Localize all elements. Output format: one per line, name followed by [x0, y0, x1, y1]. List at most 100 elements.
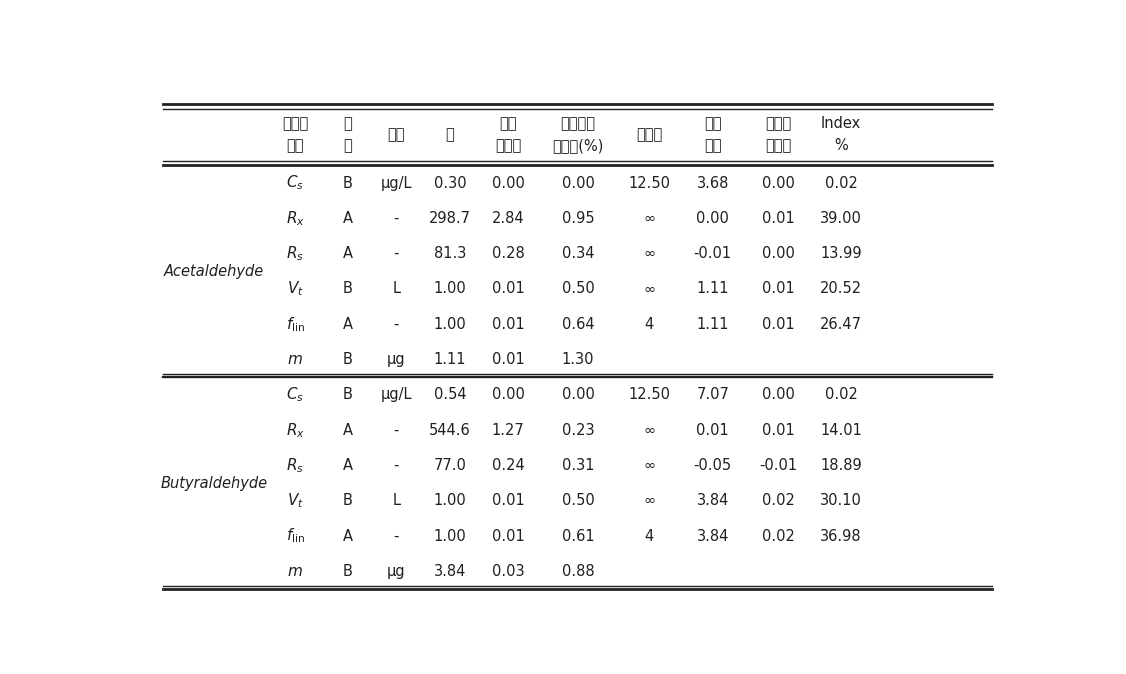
Text: 0.01: 0.01 [762, 317, 795, 332]
Text: 0.88: 0.88 [562, 564, 595, 579]
Text: A: A [342, 246, 352, 262]
Text: 4: 4 [644, 528, 654, 543]
Text: L: L [393, 282, 401, 297]
Text: 0.00: 0.00 [762, 176, 795, 191]
Text: 0.64: 0.64 [562, 317, 595, 332]
Text: μg/L: μg/L [381, 176, 412, 191]
Text: 3.84: 3.84 [697, 493, 729, 508]
Text: 0.24: 0.24 [492, 458, 525, 473]
Text: 0.54: 0.54 [434, 388, 466, 402]
Text: 30.10: 30.10 [820, 493, 863, 508]
Text: μg: μg [387, 352, 405, 367]
Text: 0.01: 0.01 [762, 211, 795, 226]
Text: Index
%: Index % [821, 116, 861, 154]
Text: 18.89: 18.89 [820, 458, 861, 473]
Text: μg/L: μg/L [381, 388, 412, 402]
Text: 0.31: 0.31 [562, 458, 595, 473]
Text: ∞: ∞ [643, 493, 655, 508]
Text: 36.98: 36.98 [820, 528, 861, 543]
Text: -: - [394, 211, 399, 226]
Text: 값: 값 [446, 127, 455, 142]
Text: 1.00: 1.00 [434, 493, 466, 508]
Text: 7.07: 7.07 [696, 388, 730, 402]
Text: 0.00: 0.00 [492, 388, 525, 402]
Text: 0.02: 0.02 [762, 493, 795, 508]
Text: 0.03: 0.03 [492, 564, 525, 579]
Text: 0.01: 0.01 [492, 352, 525, 367]
Text: 0.61: 0.61 [562, 528, 595, 543]
Text: 298.7: 298.7 [429, 211, 471, 226]
Text: 0.02: 0.02 [824, 176, 858, 191]
Text: B: B [342, 282, 352, 297]
Text: 544.6: 544.6 [429, 423, 471, 437]
Text: 77.0: 77.0 [434, 458, 466, 473]
Text: 자유도: 자유도 [636, 127, 662, 142]
Text: ∞: ∞ [643, 423, 655, 437]
Text: 0.00: 0.00 [492, 176, 525, 191]
Text: 12.50: 12.50 [628, 176, 670, 191]
Text: 0.01: 0.01 [492, 528, 525, 543]
Text: $f_{\rm lin}$: $f_{\rm lin}$ [286, 315, 305, 334]
Text: 단위: 단위 [387, 127, 405, 142]
Text: B: B [342, 352, 352, 367]
Text: -0.01: -0.01 [760, 458, 797, 473]
Text: 1.11: 1.11 [697, 282, 729, 297]
Text: 26.47: 26.47 [820, 317, 863, 332]
Text: -0.05: -0.05 [694, 458, 732, 473]
Text: $f_{\rm lin}$: $f_{\rm lin}$ [286, 526, 305, 545]
Text: 0.23: 0.23 [562, 423, 595, 437]
Text: 0.00: 0.00 [762, 388, 795, 402]
Text: -: - [394, 528, 399, 543]
Text: 3.84: 3.84 [434, 564, 466, 579]
Text: 0.02: 0.02 [762, 528, 795, 543]
Text: B: B [342, 493, 352, 508]
Text: 0.30: 0.30 [434, 176, 466, 191]
Text: $R_s$: $R_s$ [286, 245, 304, 263]
Text: 39.00: 39.00 [820, 211, 863, 226]
Text: 0.00: 0.00 [696, 211, 730, 226]
Text: ∞: ∞ [643, 211, 655, 226]
Text: $V_t$: $V_t$ [287, 280, 304, 299]
Text: 1.11: 1.11 [434, 352, 466, 367]
Text: B: B [342, 388, 352, 402]
Text: A: A [342, 211, 352, 226]
Text: -0.01: -0.01 [694, 246, 732, 262]
Text: Acetaldehyde: Acetaldehyde [164, 264, 265, 279]
Text: $C_s$: $C_s$ [286, 174, 304, 193]
Text: 0.34: 0.34 [562, 246, 595, 262]
Text: -: - [394, 317, 399, 332]
Text: 유
형: 유 형 [343, 116, 352, 154]
Text: 81.3: 81.3 [434, 246, 466, 262]
Text: 0.28: 0.28 [492, 246, 525, 262]
Text: $R_s$: $R_s$ [286, 456, 304, 474]
Text: $V_t$: $V_t$ [287, 491, 304, 510]
Text: 1.00: 1.00 [434, 528, 466, 543]
Text: A: A [342, 458, 352, 473]
Text: B: B [342, 564, 352, 579]
Text: 1.00: 1.00 [434, 282, 466, 297]
Text: A: A [342, 528, 352, 543]
Text: 민감
계수: 민감 계수 [704, 116, 722, 154]
Text: 20.52: 20.52 [820, 282, 863, 297]
Text: $R_x$: $R_x$ [286, 209, 305, 228]
Text: 2.84: 2.84 [492, 211, 525, 226]
Text: 1.00: 1.00 [434, 317, 466, 332]
Text: 0.50: 0.50 [562, 493, 595, 508]
Text: 0.01: 0.01 [762, 423, 795, 437]
Text: $m$: $m$ [287, 352, 303, 367]
Text: -: - [394, 423, 399, 437]
Text: 0.01: 0.01 [696, 423, 730, 437]
Text: ∞: ∞ [643, 282, 655, 297]
Text: $R_x$: $R_x$ [286, 421, 305, 439]
Text: 0.01: 0.01 [492, 317, 525, 332]
Text: 0.00: 0.00 [762, 246, 795, 262]
Text: 12.50: 12.50 [628, 388, 670, 402]
Text: μg: μg [387, 564, 405, 579]
Text: $m$: $m$ [287, 564, 303, 579]
Text: 0.95: 0.95 [562, 211, 595, 226]
Text: L: L [393, 493, 401, 508]
Text: ∞: ∞ [643, 458, 655, 473]
Text: ∞: ∞ [643, 246, 655, 262]
Text: 4: 4 [644, 317, 654, 332]
Text: 1.11: 1.11 [697, 317, 729, 332]
